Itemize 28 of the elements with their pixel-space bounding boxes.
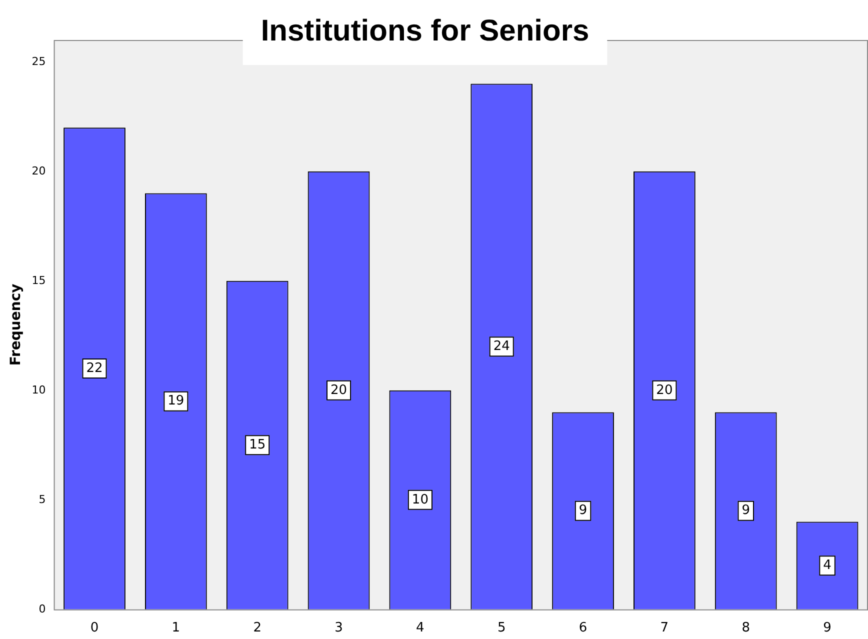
- x-tick-label: 5: [497, 620, 506, 636]
- chart-title: Institutions for Seniors: [260, 14, 590, 48]
- data-label: 19: [168, 394, 184, 409]
- x-tick-label: 1: [172, 620, 180, 636]
- y-tick-label: 25: [32, 54, 46, 68]
- data-label: 4: [823, 558, 832, 573]
- y-tick-label: 5: [38, 492, 46, 506]
- data-label: 9: [578, 503, 588, 518]
- data-label: 9: [742, 503, 750, 518]
- x-tick-label: 8: [742, 620, 750, 636]
- data-label: 22: [86, 360, 103, 376]
- x-tick-label: 2: [253, 620, 262, 636]
- data-label: 20: [656, 382, 673, 398]
- data-label: 20: [330, 382, 348, 398]
- y-axis-title: Frequency: [8, 284, 24, 366]
- y-tick-label: 20: [32, 164, 46, 178]
- y-tick-label: 15: [32, 274, 46, 287]
- x-tick-label: 0: [90, 620, 99, 636]
- y-tick-label: 10: [32, 383, 46, 396]
- data-label: 15: [249, 438, 266, 453]
- data-label: 24: [493, 338, 510, 354]
- x-tick-label: 9: [823, 620, 832, 636]
- x-tick-label: 4: [416, 620, 424, 636]
- x-tick-label: 7: [660, 620, 669, 636]
- x-tick-label: 3: [334, 620, 343, 636]
- x-tick-label: 6: [578, 620, 588, 636]
- data-label: 10: [412, 492, 428, 508]
- y-tick-label: 0: [38, 602, 46, 616]
